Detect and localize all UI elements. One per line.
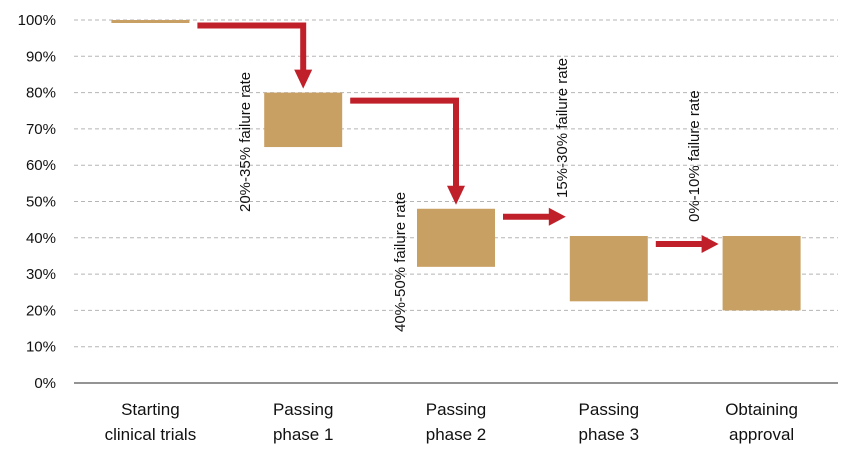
arrowhead [447,185,465,205]
y-tick-label: 0% [34,375,56,392]
x-category-label: phase 1 [273,425,334,444]
failure-rate-annotation: 20%-35% failure rate [237,72,254,212]
arrow [197,22,307,71]
y-tick-label: 40% [26,230,56,247]
y-tick-label: 70% [26,121,56,138]
bar [569,235,648,302]
y-tick-label: 10% [26,339,56,356]
y-tick-label: 90% [26,48,56,65]
y-tick-label: 60% [26,157,56,174]
arrowhead [701,234,719,253]
x-category-label: Passing [426,400,486,419]
x-category-label: Passing [579,400,639,419]
y-tick-label: 30% [26,266,56,283]
failure-rate-annotation: 0%-10% failure rate [686,90,703,222]
arrowhead [548,207,566,226]
y-tick-label: 100% [18,12,56,29]
failure-rate-annotation: 40%-50% failure rate [392,192,409,332]
bar [417,208,495,267]
x-category-label: Starting [121,400,180,419]
arrowhead [294,69,313,89]
bar [722,235,801,311]
annotations: 20%-35% failure rate 40%-50% failure rate… [237,58,703,332]
bar [111,20,190,23]
x-category-label: phase 3 [579,425,640,444]
bar [264,92,343,148]
failure-rate-annotation: 15%-30% failure rate [554,58,571,198]
x-category-label: approval [729,425,794,444]
x-category-label: clinical trials [105,425,197,444]
x-category-label: Obtaining [725,400,798,419]
y-tick-label: 80% [26,85,56,102]
x-axis-categories: Starting clinical trials Passing phase 1 Pas… [105,400,798,444]
x-category-label: Passing [273,400,333,419]
y-tick-label: 50% [26,194,56,211]
arrow [350,97,459,187]
arrows [197,22,719,253]
y-axis-ticks: 0% 10% 20% 30% 40% 50% 60% 70% 80% 90% 100% [18,12,56,392]
y-tick-label: 20% [26,302,56,319]
bars [111,20,801,311]
x-category-label: phase 2 [426,425,487,444]
